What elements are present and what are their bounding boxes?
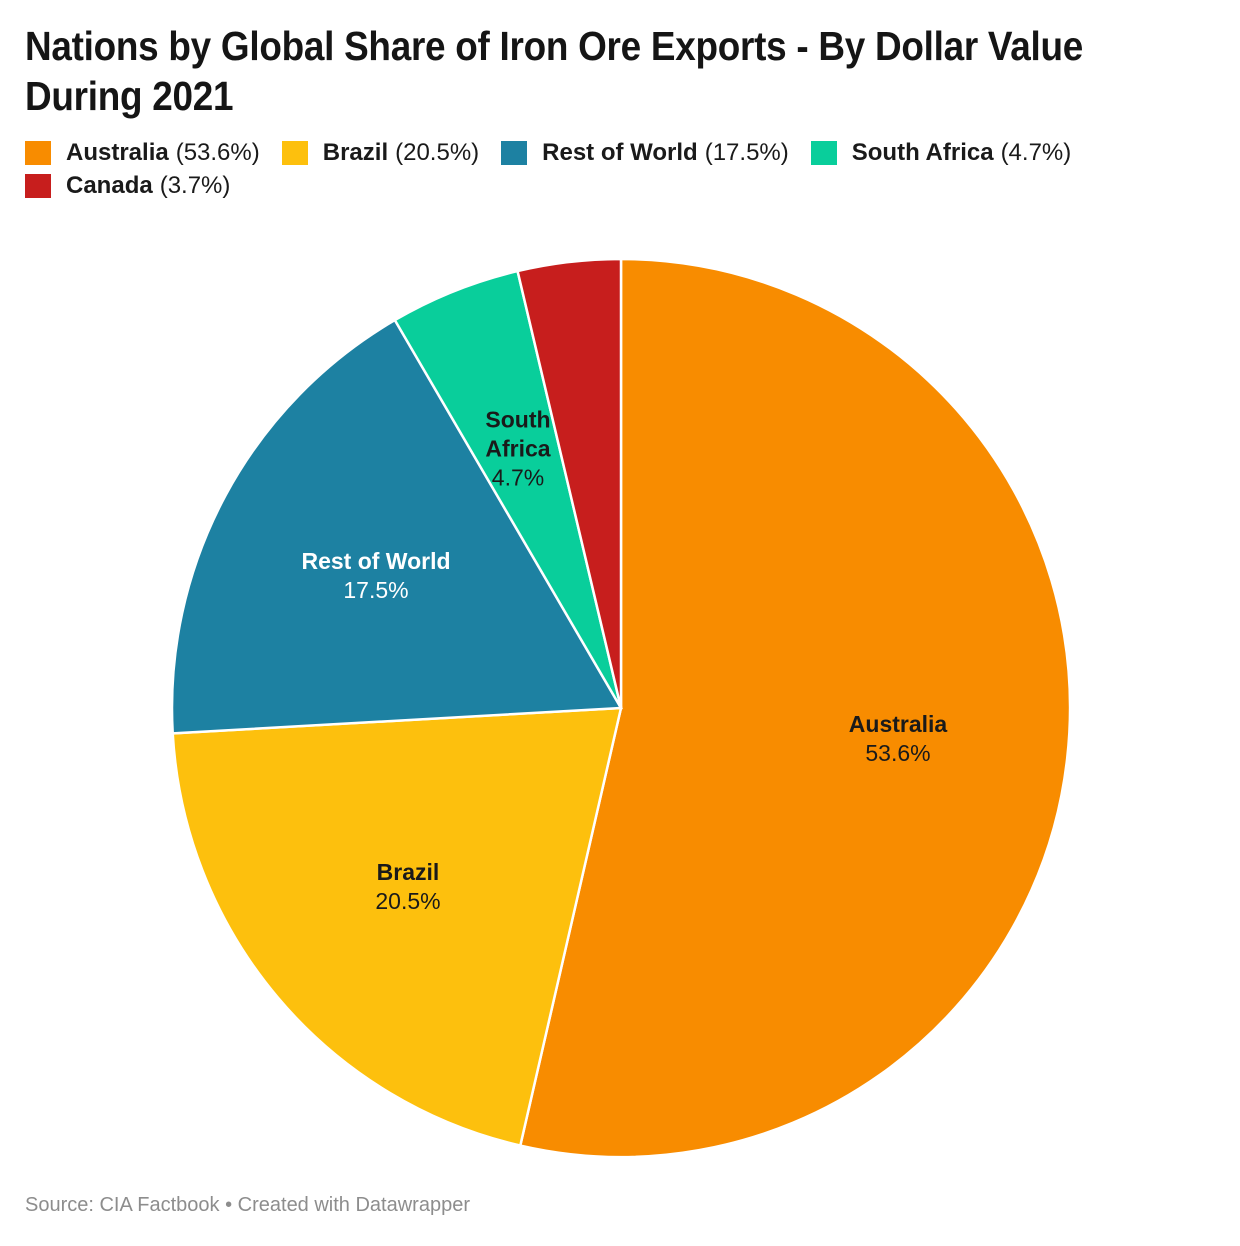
legend-swatch <box>25 174 51 198</box>
pie-svg <box>170 257 1072 1159</box>
legend-swatch <box>810 141 837 165</box>
legend-swatch <box>501 141 528 165</box>
chart-title-line-1: Nations by Global Share of Iron Ore Expo… <box>25 23 1083 69</box>
legend-swatch <box>25 141 51 165</box>
pie-slice-australia[interactable] <box>518 257 1072 1159</box>
slice-label-value: 20.5% <box>375 888 441 914</box>
legend-item-label: Australia <box>66 139 169 166</box>
chart-title: Nations by Global Share of Iron Ore Expo… <box>25 21 1201 121</box>
legend-item-rest-of-world[interactable]: Rest of World (17.5%) <box>501 141 789 165</box>
pie-chart: Australia 53.6% Brazil 20.5% Rest of World 17… <box>0 220 1240 1180</box>
slice-label-name: Rest of World <box>301 548 451 574</box>
legend-item-value: (3.7%) <box>159 172 231 199</box>
slice-label-rest-of-world: Rest of World 17.5% <box>301 547 450 605</box>
slice-label-value: 4.7% <box>491 464 545 491</box>
slice-label-name: South <box>485 406 551 433</box>
legend-item-value: (4.7%) <box>1000 139 1072 166</box>
pie-slice-brazil[interactable] <box>171 706 623 1148</box>
source-line: Source: CIA Factbook • Created with Data… <box>25 1194 470 1216</box>
chart-title-line-2: During 2021 <box>25 73 234 119</box>
legend-item-label: Canada <box>66 172 153 199</box>
legend-item-australia[interactable]: Australia (53.6%) <box>25 141 260 165</box>
legend-item-value: (20.5%) <box>395 139 480 166</box>
pie-slice-rest-of-world[interactable] <box>170 318 624 735</box>
legend: Australia (53.6%) Brazil (20.5%) Rest of Wor… <box>25 141 1145 198</box>
legend-item-brazil[interactable]: Brazil (20.5%) <box>281 139 480 166</box>
legend-item-value: (17.5%) <box>704 139 789 166</box>
pie-slice-canada[interactable] <box>516 257 623 709</box>
slice-label-name: Brazil <box>376 859 440 885</box>
legend-swatch <box>281 141 308 165</box>
legend-item-value: (53.6%) <box>175 139 260 166</box>
slice-label-name: Africa <box>485 435 551 462</box>
legend-item-label: South Africa <box>851 139 994 166</box>
slice-label-south-africa: South Africa 4.7% <box>485 406 550 493</box>
legend-item-south-africa[interactable]: South Africa (4.7%) <box>810 139 1072 166</box>
legend-item-label: Rest of World <box>542 139 698 166</box>
legend-item-canada[interactable]: Canada (3.7%) <box>25 174 230 198</box>
slice-label-value: 53.6% <box>865 740 931 766</box>
slice-label-name: Australia <box>848 711 948 737</box>
slice-label-australia: Australia 53.6% <box>849 710 947 768</box>
legend-item-label: Brazil <box>322 139 389 166</box>
slice-label-value: 17.5% <box>343 577 409 603</box>
slice-label-brazil: Brazil 20.5% <box>375 858 440 916</box>
